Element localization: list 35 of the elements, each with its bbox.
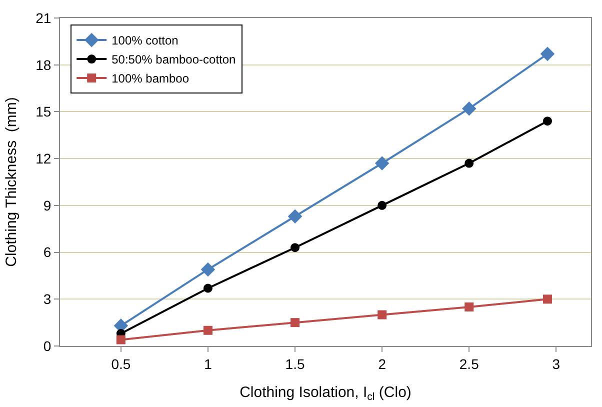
y-tick-label: 0: [43, 338, 52, 354]
point: [542, 294, 552, 304]
x-tick-label: 2.5: [459, 356, 480, 372]
y-tick-label: 18: [36, 56, 52, 73]
legend-label: 100% cotton: [112, 34, 178, 48]
point: [374, 156, 390, 170]
point: [378, 200, 387, 210]
y-tick-label: 21: [36, 10, 52, 26]
point: [203, 284, 212, 293]
y-axis-title: Clothing Thickness (mm): [2, 97, 20, 267]
point: [464, 302, 474, 312]
legend-label: 100% bamboo: [112, 72, 190, 86]
point: [203, 326, 212, 335]
point: [464, 158, 474, 168]
x-tick-label: 3: [552, 356, 560, 372]
y-tick-label: 9: [43, 197, 52, 214]
point: [116, 335, 126, 344]
legend-label: 50:50% bamboo-cotton: [112, 52, 236, 67]
y-tick-label: 3: [43, 291, 52, 308]
point: [540, 46, 555, 62]
y-tick-label: 15: [36, 104, 52, 120]
x-axis-title: Clothing Isolation, I$_{cl}$ (Clo): [240, 384, 412, 403]
point: [462, 101, 476, 116]
y-tick-label: 12: [36, 150, 52, 166]
point: [542, 116, 552, 126]
x-tick-label: 0.5: [111, 356, 131, 372]
x-tick-label: 1.5: [285, 356, 305, 372]
y-tick-label: 6: [43, 244, 52, 260]
point: [200, 262, 216, 277]
point: [288, 209, 302, 224]
point: [290, 243, 300, 252]
point: [378, 310, 387, 320]
x-tick-label: 2: [378, 356, 386, 372]
point: [290, 318, 300, 328]
x-tick-label: 1: [204, 356, 212, 372]
